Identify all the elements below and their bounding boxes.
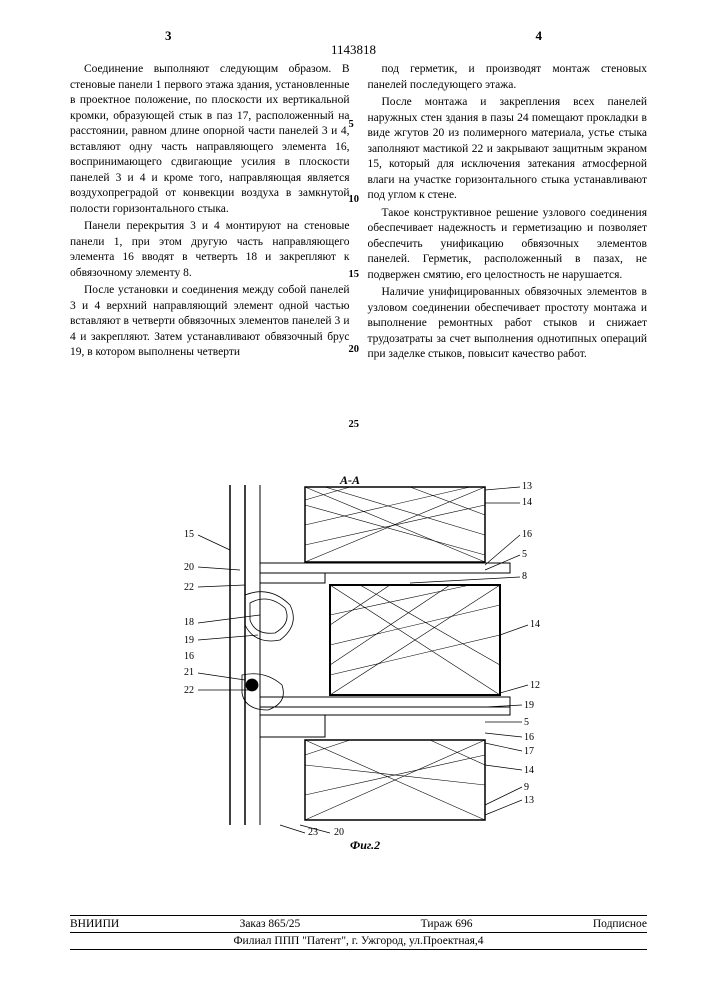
callout: 13 [522, 481, 532, 492]
paragraph: Такое конструктивное решение узлового со… [368, 206, 648, 284]
footer-order: Заказ 865/25 [240, 918, 301, 930]
callout: 15 [184, 529, 194, 540]
callout: 13 [524, 795, 534, 806]
callout: 16 [522, 529, 532, 540]
document-number: 1143818 [331, 42, 376, 58]
page-number-right: 4 [536, 28, 543, 44]
footer: ВНИИПИ Заказ 865/25 Тираж 696 Подписное … [70, 915, 647, 950]
left-column: Соединение выполняют следующим образом. … [70, 62, 350, 365]
paragraph: После монтажа и закрепления всех панелей… [368, 95, 648, 204]
text-columns: Соединение выполняют следующим образом. … [70, 62, 647, 365]
footer-org: ВНИИПИ [70, 918, 119, 930]
right-column: под герметик, и производят монтаж стенов… [368, 62, 648, 365]
callout: 12 [530, 680, 540, 691]
technical-drawing: 13 14 16 5 8 14 12 19 5 16 17 14 9 13 15… [150, 475, 550, 835]
callout: 22 [184, 685, 194, 696]
callout: 20 [334, 827, 344, 835]
figure-2: А-А [150, 475, 550, 845]
callout: 9 [524, 782, 529, 793]
callout: 14 [524, 765, 534, 776]
paragraph: Наличие унифицированных обвязочных элеме… [368, 285, 648, 363]
paragraph: После установки и соединения между собой… [70, 283, 350, 361]
callout: 5 [524, 717, 529, 728]
footer-line-1: ВНИИПИ Заказ 865/25 Тираж 696 Подписное [70, 915, 647, 933]
callout: 18 [184, 617, 194, 628]
callout: 14 [530, 619, 540, 630]
callout: 23 [308, 827, 318, 835]
callout: 22 [184, 582, 194, 593]
callout: 14 [522, 497, 532, 508]
paragraph: Панели перекрытия 3 и 4 монтируют на сте… [70, 219, 350, 281]
paragraph: Соединение выполняют следующим образом. … [70, 62, 350, 217]
callout: 5 [522, 549, 527, 560]
callout: 19 [524, 700, 534, 711]
figure-caption: Фиг.2 [350, 838, 380, 853]
callout: 16 [524, 732, 534, 743]
callout: 20 [184, 562, 194, 573]
section-label: А-А [340, 473, 360, 488]
callout: 17 [524, 746, 534, 757]
paragraph: под герметик, и производят монтаж стенов… [368, 62, 648, 93]
footer-sub: Подписное [593, 918, 647, 930]
callout: 16 [184, 651, 194, 662]
footer-print: Тираж 696 [421, 918, 473, 930]
line-marker: 25 [349, 420, 360, 431]
callout: 8 [522, 571, 527, 582]
footer-address: Филиал ППП "Патент", г. Ужгород, ул.Прое… [70, 933, 647, 950]
page-number-left: 3 [165, 28, 172, 44]
callout: 21 [184, 667, 194, 678]
callout: 19 [184, 635, 194, 646]
